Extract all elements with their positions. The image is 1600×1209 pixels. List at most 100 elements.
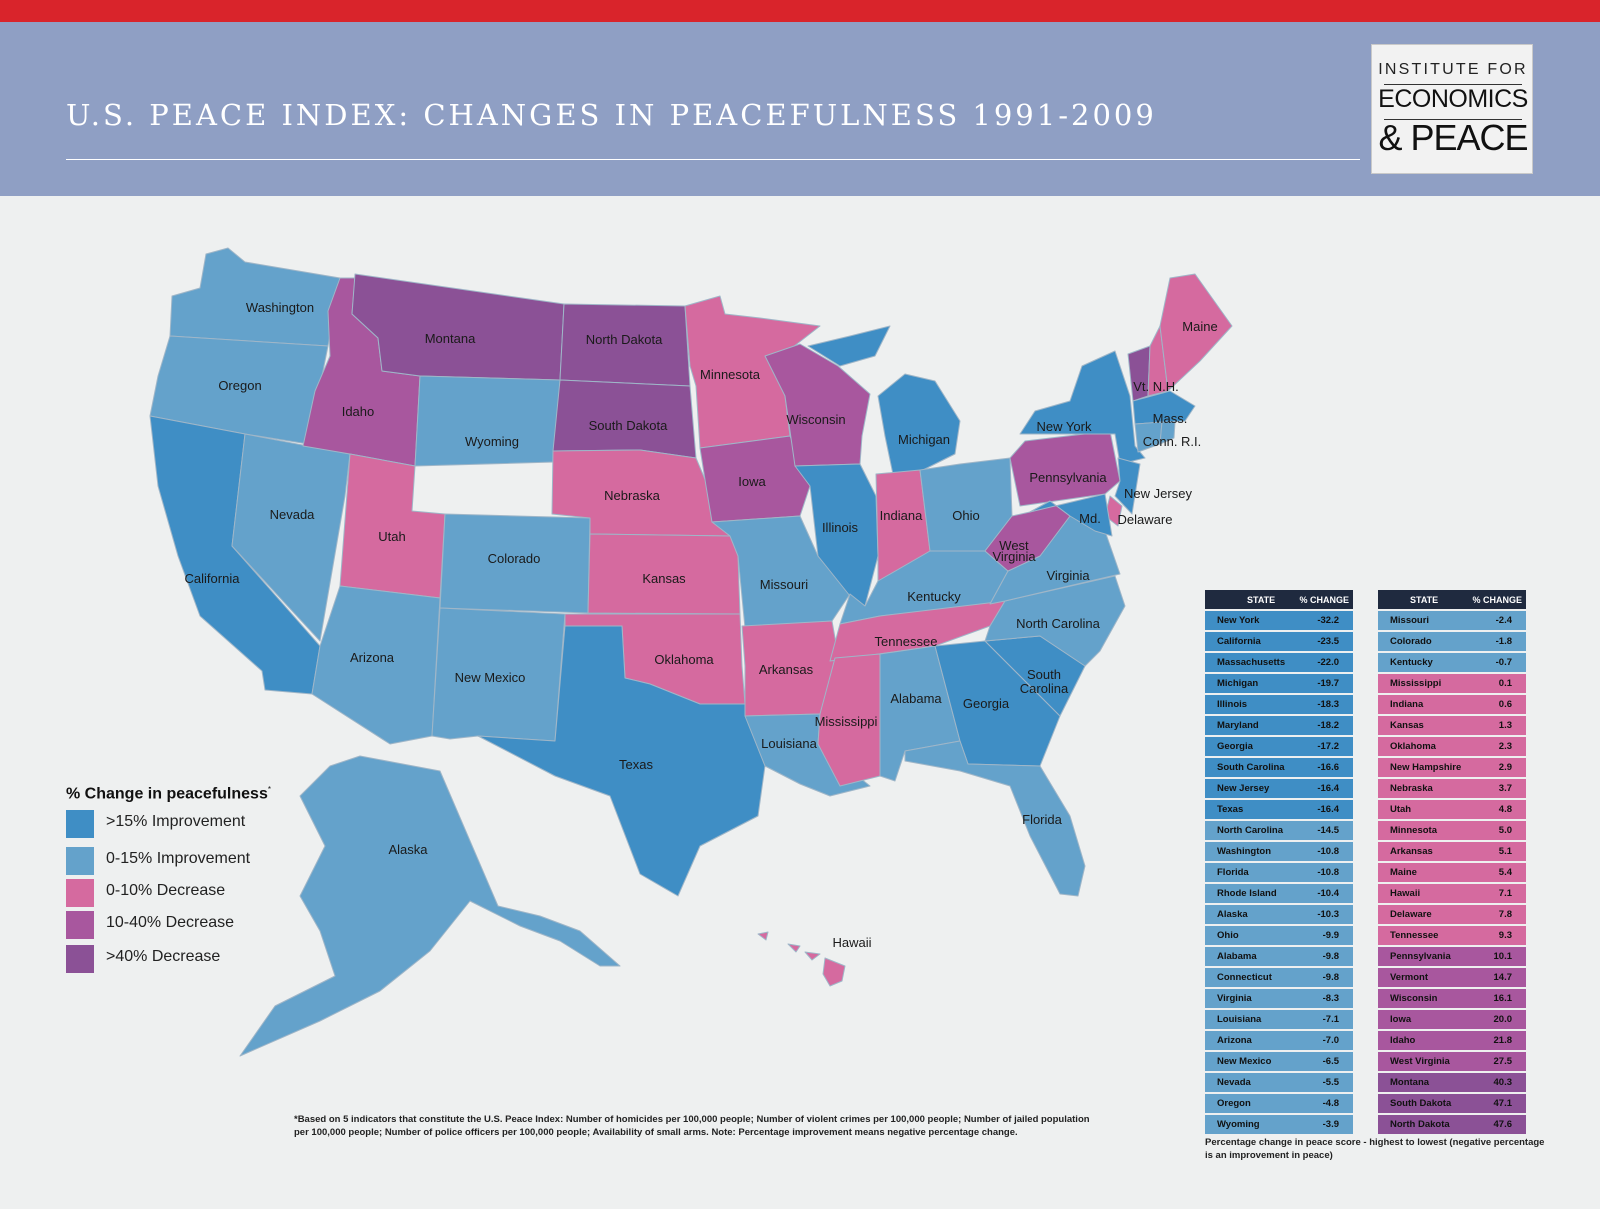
- table-row: Colorado -1.8: [1378, 632, 1526, 651]
- table-cell-change: 2.3: [1498, 741, 1512, 752]
- header-band: [0, 22, 1600, 196]
- table-cell-change: -8.3: [1322, 993, 1339, 1004]
- table-cell-state: Washington: [1217, 846, 1271, 857]
- table-cell-state: Pennsylvania: [1390, 951, 1451, 962]
- label-mississippi: Mississippi: [815, 714, 878, 729]
- table-cell-state: South Dakota: [1390, 1098, 1452, 1109]
- label-oregon: Oregon: [218, 378, 261, 393]
- table-row: Alaska -10.3: [1205, 905, 1353, 924]
- table-cell-state: Vermont: [1390, 972, 1429, 983]
- logo-rule-middle: [1384, 119, 1522, 120]
- table-row: Florida -10.8: [1205, 863, 1353, 882]
- table-cell-change: -14.5: [1317, 825, 1339, 836]
- label-west-virginia-2: Virginia: [992, 549, 1036, 564]
- table-cell-state: Illinois: [1217, 699, 1248, 710]
- table-row: South Carolina -16.6: [1205, 758, 1353, 777]
- table-row: Hawaii 7.1: [1378, 884, 1526, 903]
- table-left: STATE % CHANGE New York -32.2 California -2…: [1205, 590, 1353, 1134]
- table-cell-change: 5.1: [1498, 846, 1512, 857]
- page-title: U.S. PEACE INDEX: CHANGES IN PEACEFULNES…: [66, 98, 1157, 132]
- table-cell-change: 47.1: [1493, 1098, 1513, 1109]
- table-cell-change: -16.6: [1317, 762, 1339, 773]
- table-cell-change: -10.4: [1317, 888, 1339, 899]
- us-map: Washington Oregon California Nevada Idah…: [149, 247, 1233, 1057]
- table-row: Connecticut -9.8: [1205, 968, 1353, 987]
- title-underline: [66, 159, 1360, 160]
- state-michigan: [877, 373, 961, 485]
- table-cell-change: -23.5: [1317, 636, 1339, 647]
- label-wisconsin: Wisconsin: [786, 412, 845, 427]
- table-cell-change: 3.7: [1498, 783, 1512, 794]
- table-row: Washington -10.8: [1205, 842, 1353, 861]
- table-row: Wyoming -3.9: [1205, 1115, 1353, 1134]
- table-cell-change: -9.8: [1322, 972, 1339, 983]
- table-cell-change: 1.3: [1498, 720, 1512, 731]
- table-cell-change: 40.3: [1493, 1077, 1513, 1088]
- table-row: West Virginia 27.5: [1378, 1052, 1526, 1071]
- table-cell-state: Oklahoma: [1390, 741, 1436, 752]
- label-new-york: New York: [1037, 419, 1092, 434]
- label-california: California: [185, 571, 241, 586]
- institute-logo: INSTITUTE FOR ECONOMICS & PEACE: [1371, 44, 1533, 174]
- legend-label: 10-40% Decrease: [106, 914, 235, 931]
- table-cell-state: Arkansas: [1390, 846, 1433, 857]
- table-cell-state: Oregon: [1217, 1098, 1251, 1109]
- table-row: Vermont 14.7: [1378, 968, 1526, 987]
- table-row: Wisconsin 16.1: [1378, 989, 1526, 1008]
- table-row: South Dakota 47.1: [1378, 1094, 1526, 1113]
- table-caption: Percentage change in peace score - highe…: [1205, 1137, 1545, 1161]
- table-cell-change: -9.9: [1322, 930, 1339, 941]
- table-cell-change: -7.1: [1322, 1014, 1339, 1025]
- label-mass: Mass.: [1153, 411, 1188, 426]
- table-cell-change: 10.1: [1493, 951, 1513, 962]
- label-arkansas: Arkansas: [759, 662, 814, 677]
- table-row: Oregon -4.8: [1205, 1094, 1353, 1113]
- table-row: Arkansas 5.1: [1378, 842, 1526, 861]
- legend-label: 0-15% Improvement: [106, 850, 251, 867]
- label-maryland: Md.: [1079, 511, 1101, 526]
- legend-swatch: [66, 810, 94, 838]
- legend-swatch: [66, 911, 94, 939]
- table-cell-change: 5.4: [1498, 867, 1512, 878]
- table-cell-change: -9.8: [1322, 951, 1339, 962]
- table-cell-state: Rhode Island: [1217, 888, 1277, 899]
- label-south-dakota: South Dakota: [589, 418, 669, 433]
- label-oklahoma: Oklahoma: [654, 652, 714, 667]
- table-row: Utah 4.8: [1378, 800, 1526, 819]
- table-cell-change: -32.2: [1317, 615, 1339, 626]
- table-cell-change: -5.5: [1322, 1077, 1339, 1088]
- table-cell-state: Colorado: [1390, 636, 1432, 647]
- table-cell-state: Nebraska: [1390, 783, 1433, 794]
- label-west-virginia-1: West: [999, 538, 1029, 553]
- table-cell-state: Iowa: [1390, 1014, 1412, 1025]
- label-conn-ri: Conn. R.I.: [1143, 434, 1202, 449]
- table-cell-change: -22.0: [1317, 657, 1339, 668]
- table-cell-change: -10.8: [1317, 846, 1339, 857]
- label-alaska: Alaska: [388, 842, 428, 857]
- table-cell-change: -19.7: [1317, 678, 1339, 689]
- table-cell-state: Maryland: [1217, 720, 1259, 731]
- table-row: Rhode Island -10.4: [1205, 884, 1353, 903]
- logo-rule-top: [1384, 84, 1522, 85]
- table-cell-state: Texas: [1217, 804, 1244, 815]
- state-maryland: [1029, 493, 1113, 537]
- table-row: Ohio -9.9: [1205, 926, 1353, 945]
- table-cell-change: 7.1: [1498, 888, 1512, 899]
- logo-line-economics: ECONOMICS: [1378, 85, 1528, 113]
- state-alaska: [239, 755, 621, 1057]
- table-row: Arizona -7.0: [1205, 1031, 1353, 1050]
- state-new-jersey: [1114, 457, 1141, 515]
- table-row: New Mexico -6.5: [1205, 1052, 1353, 1071]
- table-cell-state: California: [1217, 636, 1261, 647]
- label-nebraska: Nebraska: [604, 488, 660, 503]
- table-cell-state: Kentucky: [1390, 657, 1433, 668]
- state-new-york: [1019, 350, 1146, 465]
- label-new-jersey: New Jersey: [1124, 486, 1192, 501]
- table-row: New Jersey -16.4: [1205, 779, 1353, 798]
- table-row: Maryland -18.2: [1205, 716, 1353, 735]
- table-row: Delaware 7.8: [1378, 905, 1526, 924]
- table-cell-change: -1.8: [1495, 636, 1512, 647]
- table-cell-state: Louisiana: [1217, 1014, 1262, 1025]
- footnote: *Based on 5 indicators that constitute t…: [294, 1114, 1090, 1138]
- table-cell-state: Delaware: [1390, 909, 1432, 920]
